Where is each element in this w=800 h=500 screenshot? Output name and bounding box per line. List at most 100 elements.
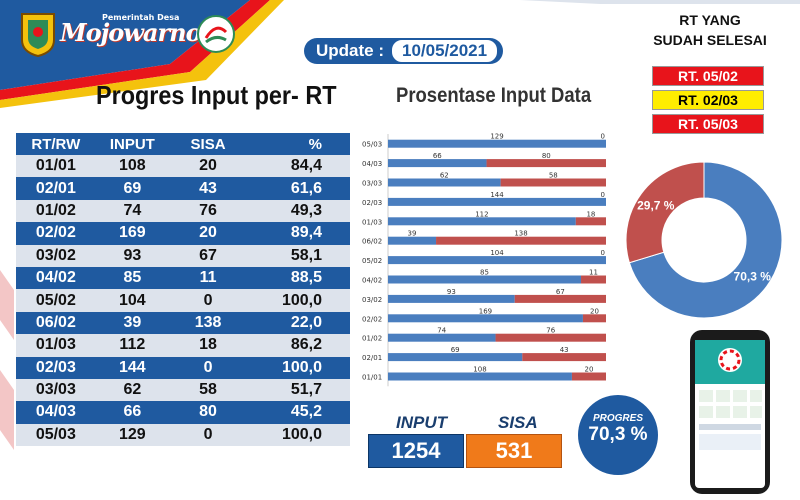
table-cell: 61,6 [239, 177, 350, 200]
bar-input [388, 139, 606, 148]
table-cell: 100,0 [239, 423, 350, 447]
category-label: 01/02 [362, 335, 382, 343]
bar-input [388, 294, 515, 303]
bar-input [388, 333, 496, 342]
bar-input [388, 159, 487, 168]
category-label: 05/03 [362, 141, 382, 149]
bar-sisa [436, 236, 606, 245]
data-label: 20 [590, 307, 599, 315]
table-row: 04/03 66 80 45,2 [16, 401, 350, 424]
data-label: 108 [473, 366, 486, 374]
table-cell: 58 [169, 378, 240, 402]
table-cell: 20 [169, 222, 240, 245]
table-cell: 03/03 [16, 378, 96, 402]
data-label: 69 [451, 346, 460, 354]
category-label: 02/03 [362, 199, 382, 207]
table-row: 01/01 108 20 84,4 [16, 155, 350, 178]
table-header-row: RT/RW INPUT SISA % [16, 133, 350, 155]
table-cell: 04/02 [16, 266, 96, 290]
data-label: 104 [490, 249, 504, 257]
data-label: 67 [556, 288, 565, 296]
bar-input [388, 178, 501, 187]
data-label: 58 [549, 172, 558, 180]
column-header: INPUT [95, 133, 169, 155]
table-cell: 69 [95, 177, 169, 200]
table-row: 01/03 112 18 86,2 [16, 334, 350, 357]
bar-sisa [575, 217, 606, 226]
category-label: 01/03 [362, 218, 382, 226]
table-row: 02/02 169 20 89,4 [16, 222, 350, 245]
update-badge: Update : 10/05/2021 [304, 38, 504, 64]
category-label: 02/01 [362, 354, 382, 362]
category-label: 03/03 [362, 180, 382, 188]
sdgs-logo-icon [197, 15, 235, 53]
table-cell: 18 [169, 334, 240, 357]
bar-sisa [514, 294, 606, 303]
stacked-bar-chart: 05/03 129 0 04/03 66 80 03/03 62 58 02/03 144 0 01/0… [362, 133, 606, 387]
table-row: 05/02 104 0 100,0 [16, 289, 350, 312]
data-label: 112 [475, 210, 488, 218]
table-cell: 80 [169, 401, 240, 424]
column-header: % [239, 133, 350, 155]
table-cell: 02/01 [16, 177, 96, 200]
table-cell: 93 [95, 244, 169, 267]
bar-sisa [582, 314, 606, 323]
donut-slice [625, 161, 705, 264]
column-header: RT/RW [16, 133, 96, 155]
table-cell: 66 [95, 401, 169, 424]
bar-sisa [500, 178, 606, 187]
table-cell: 58,1 [239, 244, 350, 267]
table-cell: 45,2 [239, 401, 350, 424]
table-cell: 62 [95, 378, 169, 402]
data-label: 62 [440, 172, 449, 180]
completed-rt-title-line: SUDAH SELESAI [653, 32, 767, 48]
input-total-value: 1254 [368, 434, 464, 468]
table-cell: 04/03 [16, 401, 96, 424]
table-cell: 89,4 [239, 222, 350, 245]
data-label: 39 [408, 230, 417, 238]
data-label: 138 [514, 230, 527, 238]
table-cell: 88,5 [239, 266, 350, 290]
table-cell: 100,0 [239, 356, 350, 379]
table-cell: 86,2 [239, 334, 350, 357]
slice-label: 70,3 % [734, 270, 772, 284]
sisa-total-label: SISA [498, 413, 538, 432]
update-label: Update : [316, 41, 384, 60]
progress-badge: PROGRES 70,3 % [578, 395, 658, 475]
category-label: 02/02 [362, 315, 382, 323]
table-cell: 02/03 [16, 356, 96, 379]
bar-sisa [571, 372, 606, 381]
category-label: 05/02 [362, 257, 382, 265]
completed-rt-list: RT. 05/02 RT. 02/03 RT. 05/03 [652, 66, 764, 138]
table-row: 02/03 144 0 100,0 [16, 356, 350, 379]
table-cell: 0 [169, 289, 240, 312]
bar-sisa [486, 159, 606, 168]
table-cell: 01/03 [16, 334, 96, 357]
side-decoration [0, 270, 14, 450]
table-cell: 0 [169, 423, 240, 447]
header-banner [0, 0, 800, 108]
table-row: 06/02 39 138 22,0 [16, 311, 350, 335]
bar-input [388, 314, 583, 323]
table-cell: 05/03 [16, 423, 96, 447]
data-label: 20 [585, 366, 594, 374]
chart-title: Prosentase Input Data [396, 84, 592, 107]
table-cell: 51,7 [239, 378, 350, 402]
logo-area [18, 10, 58, 58]
data-label: 0 [601, 133, 605, 141]
category-label: 06/02 [362, 238, 382, 246]
table-row: 03/02 93 67 58,1 [16, 244, 350, 267]
table-cell: 112 [95, 334, 169, 357]
data-label: 76 [546, 327, 555, 335]
table-cell: 49,3 [239, 199, 350, 223]
table-cell: 01/01 [16, 155, 96, 178]
bar-sisa [581, 275, 606, 284]
progress-table: RT/RW INPUT SISA % 01/01 108 20 84,4 02/01 69… [16, 133, 350, 447]
table-cell: 22,0 [239, 311, 350, 335]
table-row: 02/01 69 43 61,6 [16, 177, 350, 200]
table-cell: 02/02 [16, 222, 96, 245]
donut-chart: 70,3 % 29,7 % [625, 161, 783, 319]
table-row: 04/02 85 11 88,5 [16, 266, 350, 290]
category-label: 04/02 [362, 277, 382, 285]
table-cell: 76 [169, 199, 240, 223]
